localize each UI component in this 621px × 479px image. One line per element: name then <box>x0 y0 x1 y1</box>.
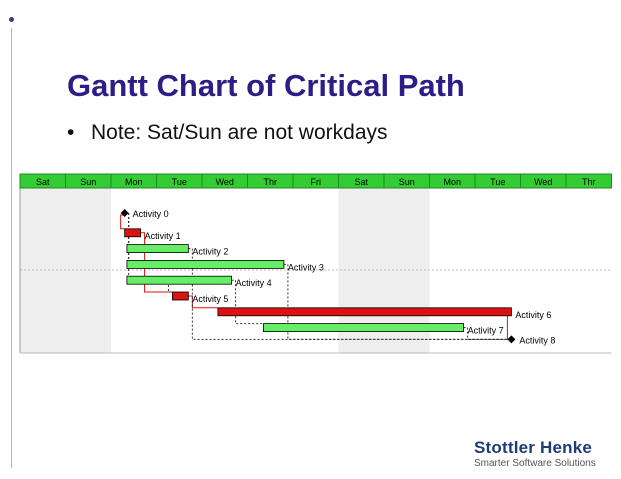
dependency-link <box>188 248 512 340</box>
logo-tagline: Smarter Software Solutions <box>474 458 596 469</box>
day-header-label: Sat <box>354 177 368 187</box>
milestone-marker <box>507 335 516 344</box>
day-header-cell <box>565 173 612 189</box>
dependency-link <box>283 263 512 340</box>
day-header-label: Mon <box>125 177 143 187</box>
day-header-label: Sun <box>399 177 415 187</box>
slide-left-rule <box>11 28 12 468</box>
task-bar <box>126 259 285 269</box>
activity-label: Activity 5 <box>192 294 228 304</box>
day-header-label: Mon <box>443 177 461 187</box>
logo-name: Stottler Henke <box>474 438 593 457</box>
activity-label: Activity 2 <box>192 247 228 257</box>
activity-label: Activity 4 <box>236 278 272 288</box>
bullet-dot: • <box>67 121 75 144</box>
activity-label: Activity 6 <box>515 310 551 320</box>
critical-bar <box>217 307 512 317</box>
activity-label: Activity 3 <box>288 262 324 272</box>
bullet-note-text: Note: Sat/Sun are not workdays <box>91 121 388 144</box>
day-header-label: Tue <box>490 177 505 187</box>
milestone-marker <box>120 209 129 217</box>
activity-label: Activity 7 <box>468 326 504 336</box>
critical-bar <box>124 228 141 238</box>
bullet-note: • Note: Sat/Sun are not workdays <box>67 121 388 145</box>
task-bar <box>126 244 189 254</box>
task-bar <box>126 275 232 285</box>
dependency-link <box>231 279 264 325</box>
slide-title: Gantt Chart of Critical Path <box>67 68 465 103</box>
day-header-label: Sat <box>36 177 50 187</box>
day-header-label: Tue <box>172 177 187 187</box>
activity-label: Activity 1 <box>145 231 181 241</box>
day-header-label: Sun <box>80 177 96 187</box>
slide-marker-dot <box>9 17 14 22</box>
day-header-label: Fri <box>311 177 322 187</box>
critical-bar <box>172 291 189 301</box>
company-logo: Stottler Henke Smarter Software Solution… <box>474 438 596 469</box>
weekend-shade <box>20 188 66 353</box>
day-header-label: Thr <box>582 177 596 187</box>
task-bar <box>263 323 465 333</box>
day-header-label: Wed <box>534 177 552 187</box>
day-header-label: Wed <box>216 177 234 187</box>
activity-label: Activity 0 <box>133 209 169 219</box>
day-header-label: Thr <box>264 177 278 187</box>
activity-label: Activity 8 <box>519 335 555 345</box>
